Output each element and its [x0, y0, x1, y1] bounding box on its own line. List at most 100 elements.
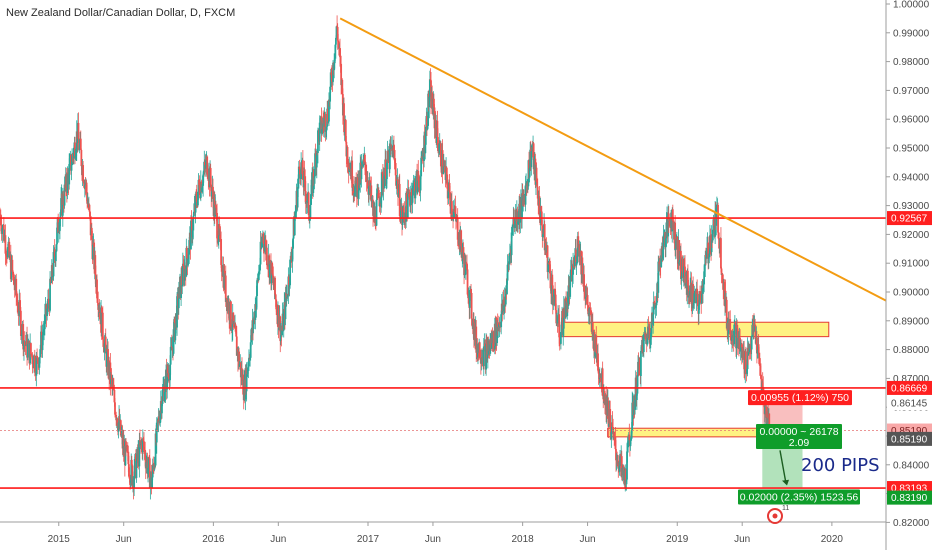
candle-body: [368, 186, 370, 195]
candle-body: [306, 194, 309, 203]
candle-body: [442, 172, 445, 174]
candle-body: [415, 176, 417, 191]
candle-body: [419, 176, 422, 191]
candle-body: [300, 162, 303, 180]
candle-body: [119, 420, 122, 436]
candle-body: [564, 297, 567, 319]
candle-body: [343, 103, 345, 133]
candle-body: [202, 170, 205, 175]
candle-body: [143, 449, 146, 450]
candle-body: [699, 291, 701, 295]
candle-body: [517, 221, 519, 225]
candle-body: [238, 364, 241, 367]
candle-body: [83, 182, 86, 188]
candle-body: [261, 241, 264, 243]
candle-body: [216, 238, 219, 243]
candle-body: [660, 255, 663, 268]
candle-body: [571, 274, 574, 281]
candle-body: [568, 285, 570, 287]
candle-body: [162, 387, 165, 390]
candle-body: [663, 233, 666, 236]
candle-body: [685, 275, 688, 283]
candle-body: [681, 258, 684, 273]
candle-body: [579, 244, 581, 256]
entry-label-line1: 0.00000 ~ 26178: [759, 426, 838, 438]
candle-body: [613, 431, 616, 437]
candle-body: [569, 269, 572, 276]
candle-body: [164, 375, 167, 393]
candle-body: [288, 276, 290, 287]
candle-body: [13, 274, 15, 285]
candle-body: [551, 285, 554, 306]
candle-body: [667, 213, 670, 237]
candle-body: [611, 422, 614, 427]
candle-body: [172, 329, 175, 354]
candle-body: [720, 238, 722, 269]
candle-body: [271, 262, 274, 274]
candle-body: [475, 326, 478, 353]
candle-body: [362, 159, 365, 167]
candle-body: [542, 233, 545, 235]
candle-body: [36, 357, 39, 364]
candle-body: [699, 294, 702, 303]
candle-body: [33, 355, 36, 372]
candle-body: [500, 314, 503, 328]
candle-body: [397, 179, 399, 197]
candle-body: [310, 195, 312, 205]
candle-body: [467, 294, 470, 299]
candle-body: [234, 324, 237, 332]
candle-body: [462, 247, 465, 259]
candle-body: [402, 207, 405, 218]
candle-body: [333, 58, 336, 64]
candle-body: [109, 362, 112, 385]
candle-body: [30, 354, 33, 356]
candle-body: [5, 253, 8, 256]
candle-body: [561, 311, 564, 336]
candle-body: [665, 222, 668, 239]
candle-body: [621, 467, 624, 471]
candle-body: [19, 310, 22, 336]
candle-body: [423, 135, 426, 154]
candle-body: [642, 334, 645, 352]
candle-body: [416, 170, 419, 193]
candle-body: [68, 158, 71, 165]
candle-body: [299, 169, 301, 175]
candle-body: [380, 172, 383, 198]
target-arrowhead: [782, 479, 789, 486]
candle-body: [116, 418, 119, 427]
candle-body: [23, 341, 25, 350]
candle-body: [159, 410, 162, 424]
candle-body: [424, 126, 427, 145]
candle-body: [110, 374, 113, 380]
candle-body: [96, 298, 99, 303]
y-tick-label: 0.94000: [893, 172, 930, 183]
candle-body: [558, 314, 561, 338]
candle-body: [148, 457, 151, 459]
candle-body: [102, 339, 105, 348]
candle-body: [693, 293, 696, 295]
candle-body: [259, 241, 262, 265]
candle-body: [220, 264, 223, 272]
candle-body: [401, 217, 404, 225]
candle-body: [540, 206, 543, 212]
y-tick-label: 0.90000: [893, 288, 930, 299]
candle-body: [446, 174, 449, 189]
candle-body: [484, 343, 486, 346]
candle-body: [456, 217, 459, 240]
candle-body: [569, 275, 572, 297]
candle-body: [403, 212, 406, 220]
candle-body: [508, 254, 511, 257]
candle-body: [166, 366, 169, 375]
candle-body: [2, 224, 5, 241]
candle-body: [734, 322, 737, 325]
candle-body: [471, 318, 474, 325]
candle-body: [640, 350, 642, 377]
candle-body: [254, 303, 257, 320]
candle-body: [393, 145, 395, 151]
candle-body: [317, 130, 319, 154]
candle-body: [0, 214, 2, 226]
candle-body: [442, 164, 445, 173]
candle-body: [675, 239, 678, 249]
